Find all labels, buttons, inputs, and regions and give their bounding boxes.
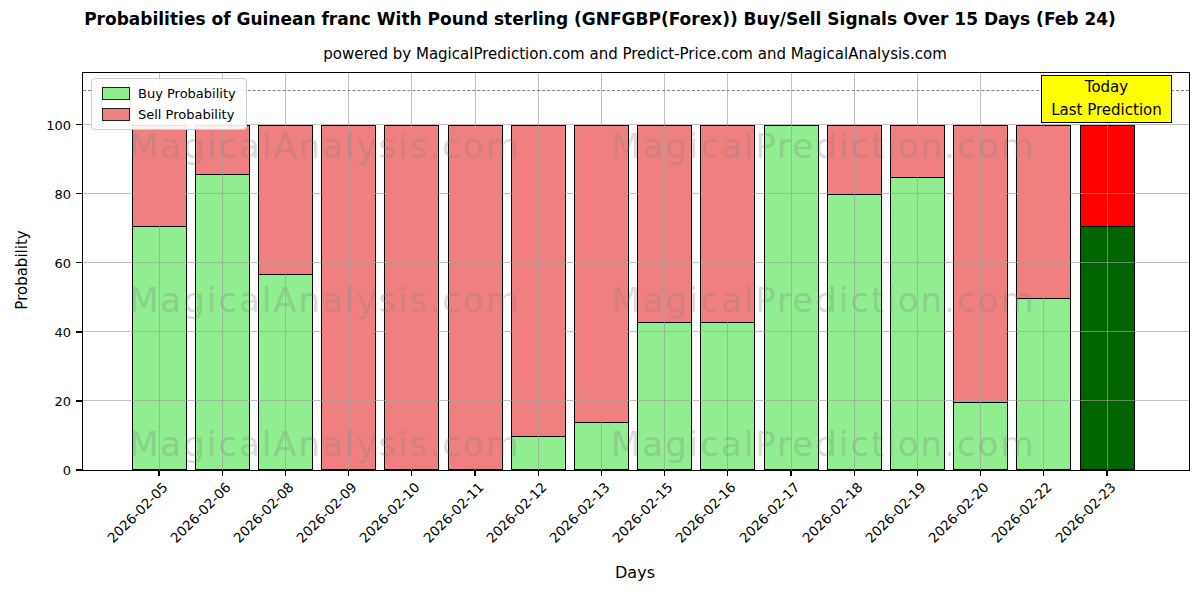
watermark-text-right: MagicalPrediction.com (611, 280, 1036, 320)
today-annotation-box: Today Last Prediction (1041, 75, 1172, 123)
horizontal-gridline (83, 331, 1189, 332)
x-axis-label: Days (82, 563, 1188, 582)
y-tick-label: 20 (31, 393, 71, 408)
x-tick-mark (664, 470, 665, 476)
x-tick-label-text: 2026-02-23 (1052, 479, 1119, 546)
y-tick-label: 100 (31, 117, 71, 132)
x-tick-label-text: 2026-02-13 (546, 479, 613, 546)
y-tick-label: 60 (31, 255, 71, 270)
chart-figure: Probabilities of Guinean franc With Poun… (0, 0, 1200, 600)
watermark-text-left: MagicalAnalysis.com (129, 424, 521, 464)
y-tick-label: 40 (31, 324, 71, 339)
x-tick-label-text: 2026-02-10 (356, 479, 423, 546)
horizontal-gridline (83, 400, 1189, 401)
y-tick-mark (76, 469, 82, 470)
x-tick-mark (222, 470, 223, 476)
today-annotation-line2: Last Prediction (1042, 99, 1171, 122)
watermark-text-right: MagicalPrediction.com (611, 126, 1036, 166)
y-tick-mark (76, 124, 82, 125)
watermark-text-right: MagicalPrediction.com (611, 424, 1036, 464)
x-tick-mark (854, 470, 855, 476)
vertical-gridline (601, 73, 602, 470)
legend-item-sell: Sell Probability (102, 107, 236, 122)
y-tick-mark (76, 331, 82, 332)
vertical-gridline (538, 73, 539, 470)
buy-color-swatch (102, 87, 130, 100)
x-tick-mark (980, 470, 981, 476)
x-tick-mark (917, 470, 918, 476)
today-annotation-line1: Today (1042, 76, 1171, 99)
x-tick-mark (158, 470, 159, 476)
chart-title: Probabilities of Guinean franc With Poun… (0, 9, 1200, 29)
x-tick-label-text: 2026-02-15 (609, 479, 676, 546)
sell-color-swatch (102, 108, 130, 121)
y-tick-label: 0 (31, 463, 71, 478)
watermark-text-left: MagicalAnalysis.com (129, 280, 521, 320)
y-axis-label: Probability (13, 230, 31, 309)
x-tick-label-text: 2026-02-20 (925, 479, 992, 546)
x-tick-mark (285, 470, 286, 476)
x-tick-label-text: 2026-02-05 (104, 479, 171, 546)
x-tick-label-text: 2026-02-11 (420, 479, 487, 546)
horizontal-gridline (83, 262, 1189, 263)
x-tick-mark (538, 470, 539, 476)
plot-area: Buy Probability Sell Probability 0204060… (82, 72, 1190, 471)
x-tick-mark (1106, 470, 1107, 476)
watermark-text-left: MagicalAnalysis.com (129, 126, 521, 166)
legend-item-buy: Buy Probability (102, 86, 236, 101)
y-tick-mark (76, 400, 82, 401)
horizontal-gridline (83, 193, 1189, 194)
x-tick-label-text: 2026-02-18 (799, 479, 866, 546)
x-tick-mark (601, 470, 602, 476)
dashed-threshold-line (83, 90, 1189, 91)
x-tick-mark (1043, 470, 1044, 476)
legend-label-sell: Sell Probability (138, 107, 234, 122)
y-tick-label: 80 (31, 186, 71, 201)
x-tick-mark (411, 470, 412, 476)
x-tick-label-text: 2026-02-09 (293, 479, 360, 546)
vertical-gridline (1107, 73, 1108, 470)
x-tick-label-text: 2026-02-12 (483, 479, 550, 546)
x-tick-mark (474, 470, 475, 476)
legend-label-buy: Buy Probability (138, 86, 236, 101)
x-tick-mark (790, 470, 791, 476)
x-tick-label-text: 2026-02-19 (862, 479, 929, 546)
x-tick-label-text: 2026-02-16 (672, 479, 739, 546)
chart-subtitle: powered by MagicalPrediction.com and Pre… (82, 45, 1188, 63)
legend: Buy Probability Sell Probability (91, 78, 247, 130)
x-tick-label-text: 2026-02-06 (167, 479, 234, 546)
x-tick-mark (727, 470, 728, 476)
y-tick-mark (76, 193, 82, 194)
x-tick-label-text: 2026-02-08 (230, 479, 297, 546)
x-tick-label-text: 2026-02-22 (988, 479, 1055, 546)
x-tick-mark (348, 470, 349, 476)
y-tick-mark (76, 262, 82, 263)
vertical-gridline (1043, 73, 1044, 470)
x-tick-label-text: 2026-02-17 (736, 479, 803, 546)
